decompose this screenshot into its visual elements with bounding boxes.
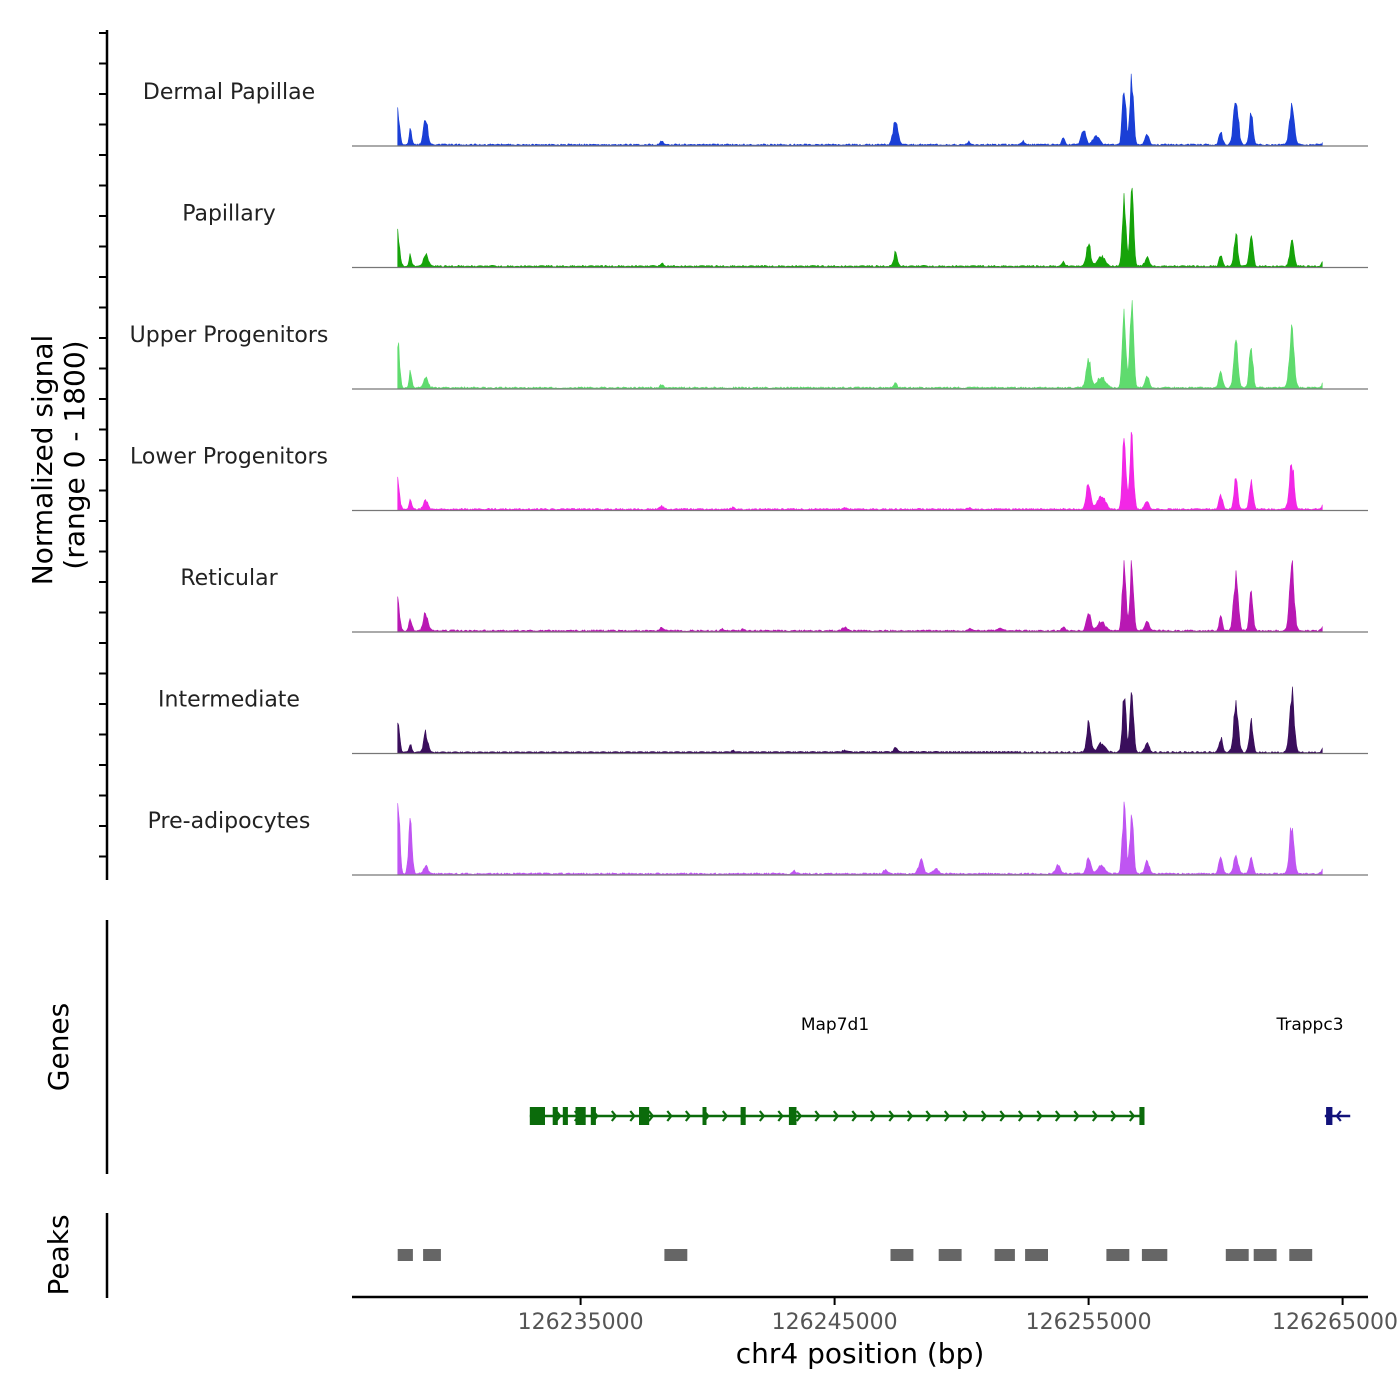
strand-chevron — [832, 1110, 840, 1122]
track-label: Reticular — [180, 566, 278, 591]
strand-chevron — [999, 1110, 1006, 1122]
peaks-track-title: Peaks — [42, 1214, 75, 1295]
strand-chevron — [851, 1110, 858, 1122]
strand-chevron — [758, 1110, 766, 1122]
track-label: Lower Progenitors — [130, 445, 328, 470]
track-intermediate: Intermediate — [158, 686, 1368, 755]
peak-region — [1141, 1249, 1168, 1261]
strand-chevron — [629, 1110, 636, 1122]
signal-area — [397, 686, 1323, 754]
strand-chevron — [888, 1110, 895, 1122]
strand-chevron — [869, 1110, 877, 1122]
gene-trappc3: Trappc3 — [1275, 1015, 1351, 1125]
peak-region — [397, 1249, 413, 1261]
strand-chevron — [925, 1110, 932, 1122]
x-tick-label: 126255000 — [1026, 1310, 1152, 1335]
gene-exon — [740, 1107, 746, 1125]
track-label: Intermediate — [158, 688, 300, 713]
track-label: Dermal Papillae — [143, 80, 315, 105]
strand-chevron — [1335, 1110, 1342, 1122]
peak-region — [1225, 1249, 1249, 1261]
y-axis-title-line2: (range 0 - 1800) — [58, 340, 91, 569]
signal-area — [397, 431, 1323, 511]
strand-chevron — [1110, 1110, 1117, 1122]
strand-chevron — [647, 1110, 655, 1122]
strand-chevron — [777, 1110, 784, 1122]
strand-chevron — [814, 1110, 821, 1122]
strand-chevron — [1054, 1110, 1062, 1122]
gene-map7d1: Map7d1 — [529, 1015, 1145, 1125]
gene-exon — [552, 1107, 558, 1125]
signal-y-axis-ticks — [99, 32, 107, 858]
strand-chevron — [1017, 1110, 1025, 1122]
x-tick-label: 126265000 — [1272, 1310, 1398, 1335]
peak-region — [1289, 1249, 1313, 1261]
peak-region — [664, 1249, 688, 1261]
track-upper-progenitors: Upper Progenitors — [130, 300, 1368, 390]
signal-area — [397, 187, 1323, 268]
strand-chevron — [943, 1110, 951, 1122]
gene-exon — [639, 1107, 650, 1125]
signal-area — [397, 300, 1323, 390]
signal-area — [397, 73, 1323, 147]
strand-chevron — [1036, 1110, 1043, 1122]
strand-chevron — [684, 1110, 692, 1122]
peak-region — [423, 1249, 441, 1261]
track-label: Papillary — [182, 202, 276, 227]
gene-exon — [575, 1107, 586, 1125]
y-axis-title-line1: Normalized signal — [26, 335, 59, 586]
signal-area — [397, 560, 1323, 633]
track-label: Upper Progenitors — [130, 323, 329, 348]
gene-exon — [562, 1107, 568, 1125]
gene-exon — [1139, 1107, 1145, 1125]
x-axis-title: chr4 position (bp) — [736, 1337, 985, 1370]
genes-track-title: Genes — [42, 1003, 75, 1091]
strand-chevron — [1128, 1110, 1136, 1122]
gene-exon — [590, 1107, 596, 1125]
peak-track — [397, 1249, 1313, 1261]
signal-tracks: Dermal Papillae Papillary Upper Progenitor… — [130, 73, 1368, 876]
peak-region — [938, 1249, 962, 1261]
strand-chevron — [1091, 1110, 1099, 1122]
strand-chevron — [1073, 1110, 1080, 1122]
peak-region — [1253, 1249, 1277, 1261]
strand-chevron — [721, 1110, 729, 1122]
peak-region — [994, 1249, 1015, 1261]
strand-chevron — [610, 1110, 618, 1122]
track-reticular: Reticular — [180, 560, 1368, 633]
strand-chevron — [906, 1110, 914, 1122]
gene-exon — [788, 1107, 797, 1125]
strand-chevron — [980, 1110, 988, 1122]
gene-exon — [529, 1107, 545, 1125]
track-dermal-papillae: Dermal Papillae — [143, 73, 1368, 147]
gene-annotation-track: Map7d1 Trappc3 — [529, 1015, 1351, 1125]
strand-chevron — [795, 1110, 803, 1122]
x-axis-ticks: 126235000 126245000 126255000 126265000 — [518, 1297, 1398, 1335]
signal-area — [397, 801, 1323, 876]
strand-chevron — [666, 1110, 673, 1122]
track-label: Pre-adipocytes — [148, 809, 311, 834]
gene-label: Map7d1 — [801, 1015, 869, 1035]
gene-exon — [1326, 1107, 1333, 1125]
peak-region — [890, 1249, 914, 1261]
strand-chevron — [962, 1110, 969, 1122]
x-tick-label: 126235000 — [518, 1310, 644, 1335]
track-lower-progenitors: Lower Progenitors — [130, 431, 1368, 512]
gene-exon — [702, 1107, 707, 1125]
gene-label: Trappc3 — [1275, 1015, 1343, 1035]
x-tick-label: 126245000 — [772, 1310, 898, 1335]
track-pre-adipocytes: Pre-adipocytes — [148, 801, 1368, 876]
peak-region — [1106, 1249, 1130, 1261]
track-papillary: Papillary — [182, 187, 1368, 269]
peak-region — [1025, 1249, 1048, 1261]
